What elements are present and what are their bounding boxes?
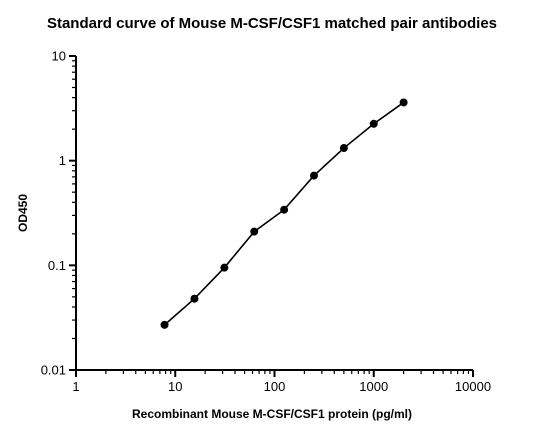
y-tick-label: 0.1 — [48, 258, 66, 273]
y-tick-label: 1 — [59, 153, 66, 168]
x-tick-label: 10000 — [455, 379, 491, 394]
data-point — [369, 119, 378, 128]
x-axis-label: Recombinant Mouse M-CSF/CSF1 protein (pg… — [132, 407, 412, 421]
x-tick-label: 10 — [168, 379, 182, 394]
data-point — [280, 205, 289, 214]
axes — [75, 56, 473, 371]
y-axis-label: OD450 — [16, 194, 30, 232]
y-tick-label: 0.01 — [41, 363, 66, 378]
x-tick-label: 1000 — [359, 379, 388, 394]
data-series — [160, 98, 408, 329]
data-point — [160, 320, 169, 329]
y-tick-label: 10 — [52, 49, 66, 64]
chart-title: Standard curve of Mouse M-CSF/CSF1 match… — [47, 15, 497, 32]
data-point — [250, 227, 259, 236]
ticks: 1 10 100 1000 10000 0.01 0.1 1 10 — [41, 49, 491, 395]
x-tick-label: 100 — [264, 379, 286, 394]
x-tick-label: 1 — [72, 379, 79, 394]
data-point — [339, 144, 348, 153]
data-point — [399, 98, 408, 107]
data-point — [190, 294, 199, 303]
data-point — [309, 171, 318, 180]
data-point — [220, 263, 229, 272]
